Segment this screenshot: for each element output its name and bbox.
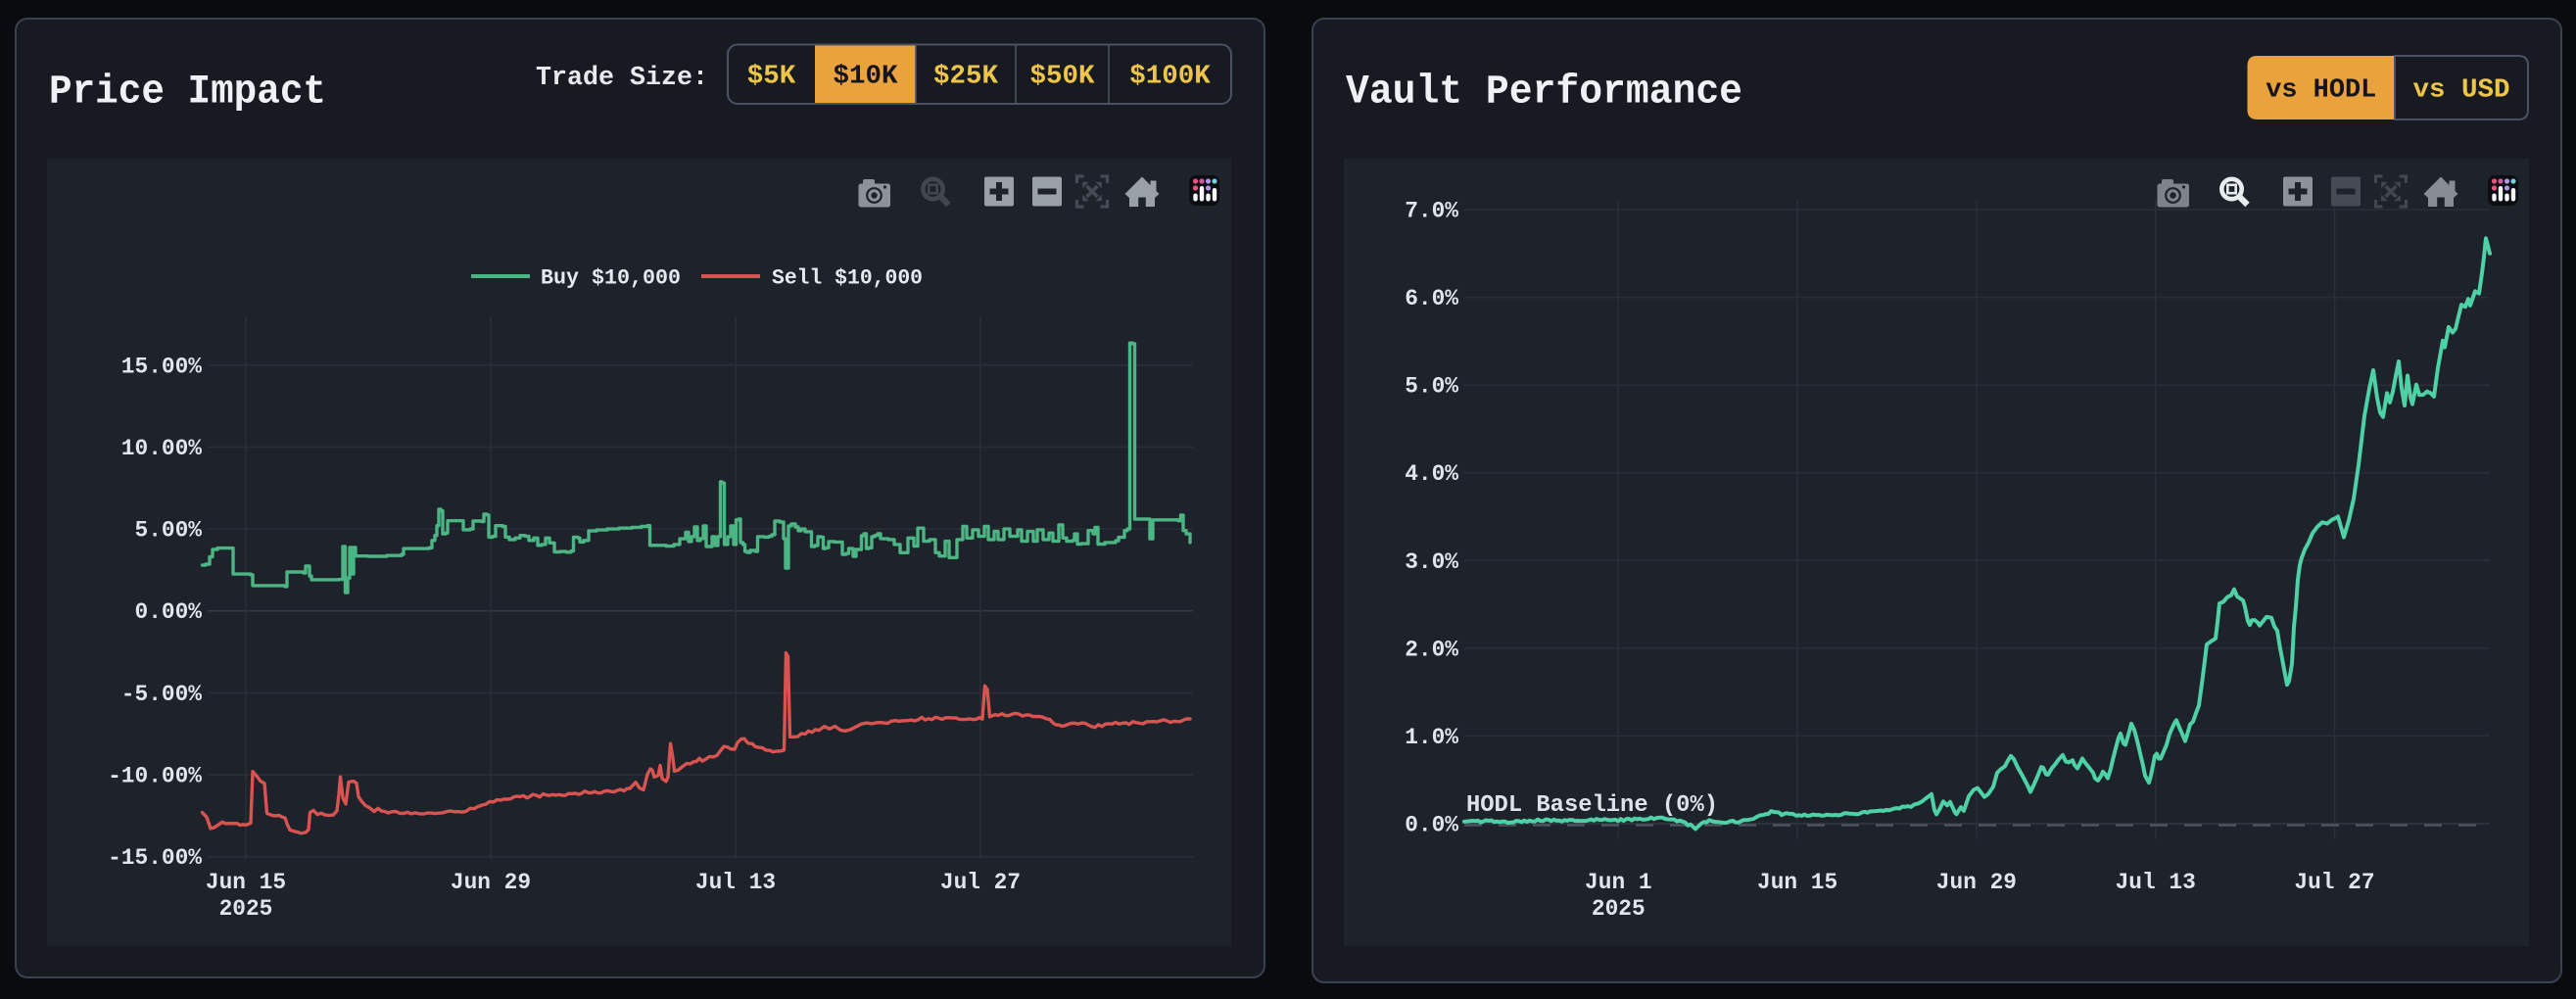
svg-text:Sell $10,000: Sell $10,000	[772, 266, 923, 291]
svg-text:Jun 1: Jun 1	[1585, 870, 1652, 895]
svg-text:2025: 2025	[219, 896, 273, 922]
svg-text:vs HODL: vs HODL	[2266, 76, 2376, 106]
svg-text:Price Impact: Price Impact	[49, 69, 326, 116]
svg-text:Buy $10,000: Buy $10,000	[541, 266, 681, 291]
svg-text:-10.00%: -10.00%	[108, 764, 202, 789]
svg-text:Jul 13: Jul 13	[2116, 870, 2196, 895]
svg-text:$100K: $100K	[1129, 63, 1211, 92]
svg-text:Jun 15: Jun 15	[206, 870, 286, 895]
svg-text:1.0%: 1.0%	[1405, 725, 1458, 750]
svg-text:Jul 27: Jul 27	[940, 870, 1021, 895]
svg-text:Jun 29: Jun 29	[451, 870, 531, 895]
svg-text:Jul 27: Jul 27	[2294, 870, 2374, 895]
svg-text:Trade Size:: Trade Size:	[536, 64, 708, 93]
svg-text:0.0%: 0.0%	[1405, 813, 1458, 838]
svg-text:-15.00%: -15.00%	[108, 845, 202, 871]
svg-text:-5.00%: -5.00%	[121, 682, 202, 707]
svg-text:$10K: $10K	[834, 63, 899, 92]
svg-text:2.0%: 2.0%	[1405, 637, 1458, 662]
svg-text:15.00%: 15.00%	[121, 354, 202, 379]
svg-text:vs USD: vs USD	[2413, 76, 2510, 106]
svg-text:$25K: $25K	[933, 63, 999, 92]
svg-text:Jun 29: Jun 29	[1936, 870, 2017, 895]
svg-text:Jun 15: Jun 15	[1757, 870, 1837, 895]
svg-text:6.0%: 6.0%	[1405, 286, 1458, 311]
svg-text:5.0%: 5.0%	[1405, 374, 1458, 400]
svg-text:HODL Baseline (0%): HODL Baseline (0%)	[1466, 792, 1718, 819]
svg-text:4.0%: 4.0%	[1405, 461, 1458, 487]
svg-text:2025: 2025	[1592, 896, 1646, 922]
svg-text:0.00%: 0.00%	[135, 599, 203, 625]
svg-text:Jul 13: Jul 13	[695, 870, 776, 895]
svg-text:Vault Performance: Vault Performance	[1346, 69, 1742, 116]
svg-text:7.0%: 7.0%	[1405, 199, 1458, 224]
svg-text:10.00%: 10.00%	[121, 436, 202, 461]
svg-text:$5K: $5K	[747, 63, 796, 92]
svg-text:3.0%: 3.0%	[1405, 549, 1458, 575]
svg-text:5.00%: 5.00%	[135, 518, 203, 544]
svg-text:$50K: $50K	[1030, 63, 1096, 92]
